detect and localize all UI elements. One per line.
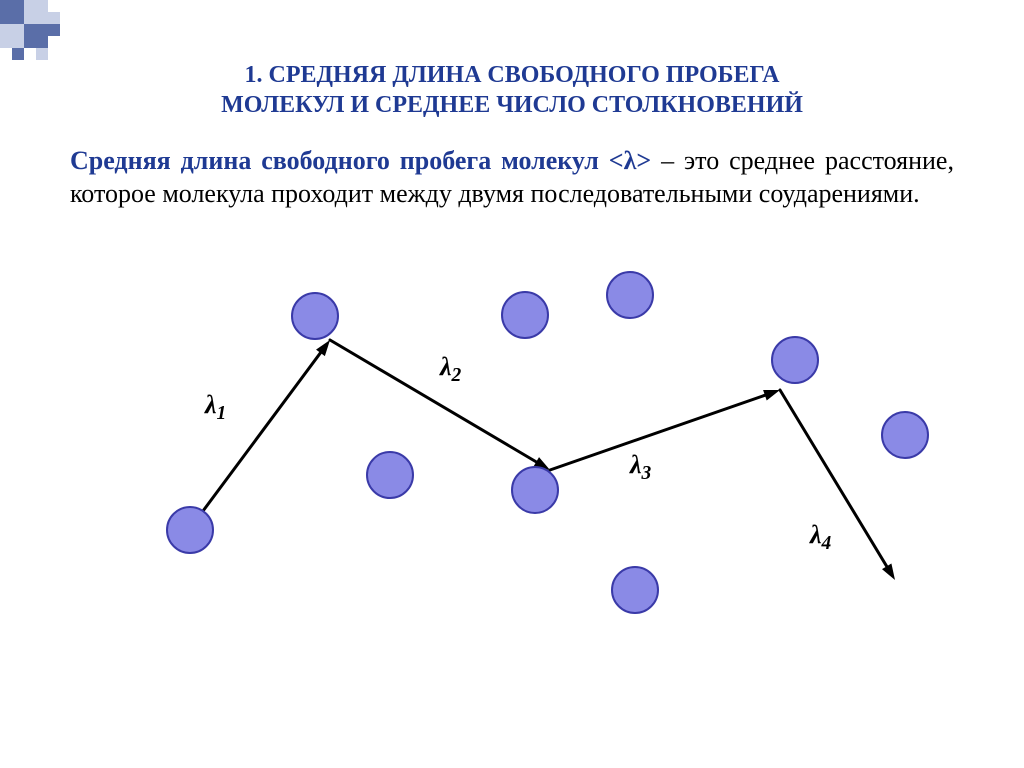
deco-square — [24, 0, 48, 24]
corner-decoration — [0, 0, 80, 60]
path-segment-arrow — [780, 390, 895, 580]
molecule — [366, 451, 414, 499]
molecule — [606, 271, 654, 319]
slide-title: 1. СРЕДНЯЯ ДЛИНА СВОБОДНОГО ПРОБЕГА МОЛЕ… — [70, 60, 954, 120]
deco-square — [48, 12, 60, 24]
segment-label: λ4 — [810, 520, 831, 555]
molecule — [611, 566, 659, 614]
definition-lead: Средняя длина свободного пробега молекул… — [70, 146, 651, 175]
deco-square — [0, 0, 24, 24]
path-segment-arrow — [550, 390, 780, 470]
path-segment-arrow — [200, 340, 330, 515]
deco-square — [12, 48, 24, 60]
molecule — [166, 506, 214, 554]
deco-square — [36, 48, 48, 60]
deco-square — [48, 24, 60, 36]
title-line-1: 1. СРЕДНЯЯ ДЛИНА СВОБОДНОГО ПРОБЕГА — [70, 60, 954, 90]
molecule — [501, 291, 549, 339]
molecule — [511, 466, 559, 514]
deco-square — [24, 24, 48, 48]
deco-square — [0, 24, 24, 48]
molecule — [291, 292, 339, 340]
molecule — [771, 336, 819, 384]
segment-label: λ1 — [205, 390, 226, 425]
segment-label: λ2 — [440, 352, 461, 387]
title-line-2: МОЛЕКУЛ И СРЕДНЕЕ ЧИСЛО СТОЛКНОВЕНИЙ — [70, 90, 954, 120]
definition-paragraph: Средняя длина свободного пробега молекул… — [70, 145, 954, 210]
molecule — [881, 411, 929, 459]
mean-free-path-diagram: λ1 λ2 λ3 λ4 — [70, 290, 954, 728]
segment-label: λ3 — [630, 450, 651, 485]
